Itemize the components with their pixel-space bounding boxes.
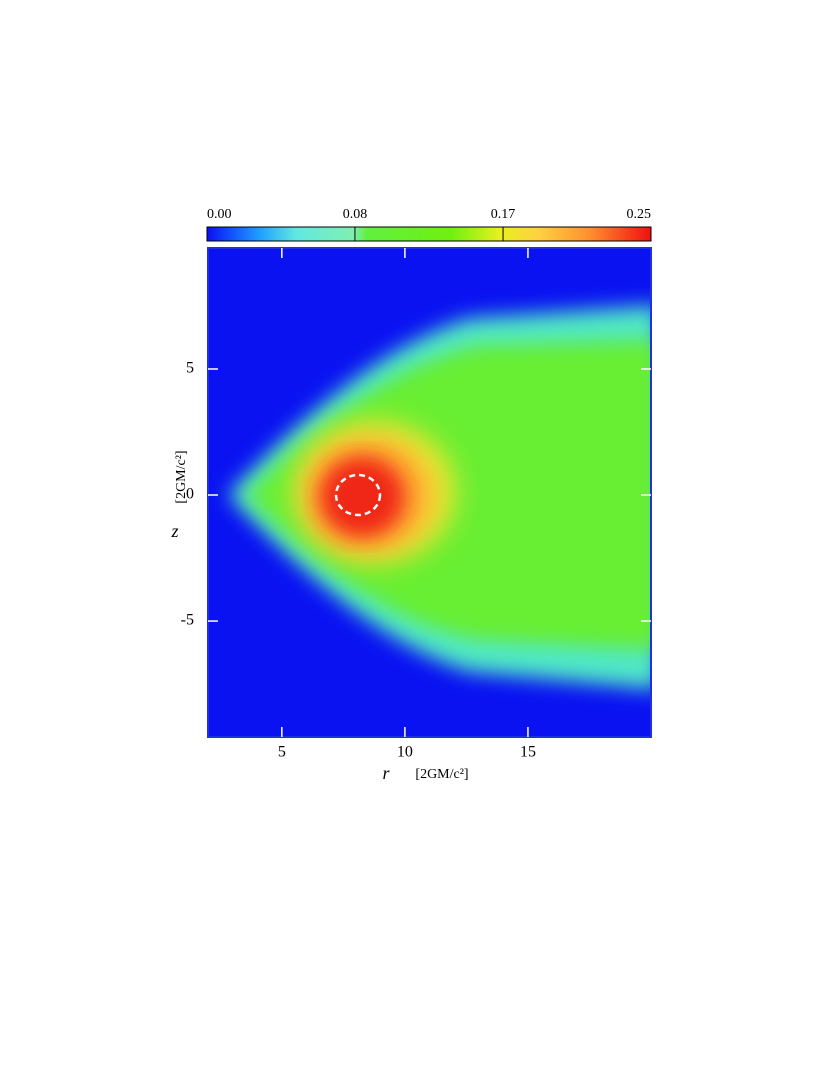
colorbar <box>206 226 652 242</box>
y-label: z <box>170 521 178 541</box>
x-label: r <box>382 763 390 783</box>
marker-ellipse <box>334 473 382 517</box>
x-unit: [2GM/c²] <box>415 767 468 782</box>
colorbar-tick-label: 0.17 <box>491 207 516 222</box>
x-tick-label: 10 <box>397 744 413 761</box>
field <box>208 248 651 737</box>
y-tick-label: -5 <box>181 612 194 629</box>
y-unit: [2GM/c²] <box>174 450 189 503</box>
colorbar-tick-label: 0.08 <box>343 207 368 222</box>
x-tick-label: 5 <box>278 744 286 761</box>
y-tick-label: 0 <box>186 486 194 503</box>
x-tick-label: 15 <box>520 744 536 761</box>
colorbar-tick-label: 0.00 <box>207 207 232 222</box>
y-tick-label: 5 <box>186 360 194 377</box>
colorbar-tick-label: 0.25 <box>627 207 652 222</box>
plot-frame <box>207 247 652 738</box>
